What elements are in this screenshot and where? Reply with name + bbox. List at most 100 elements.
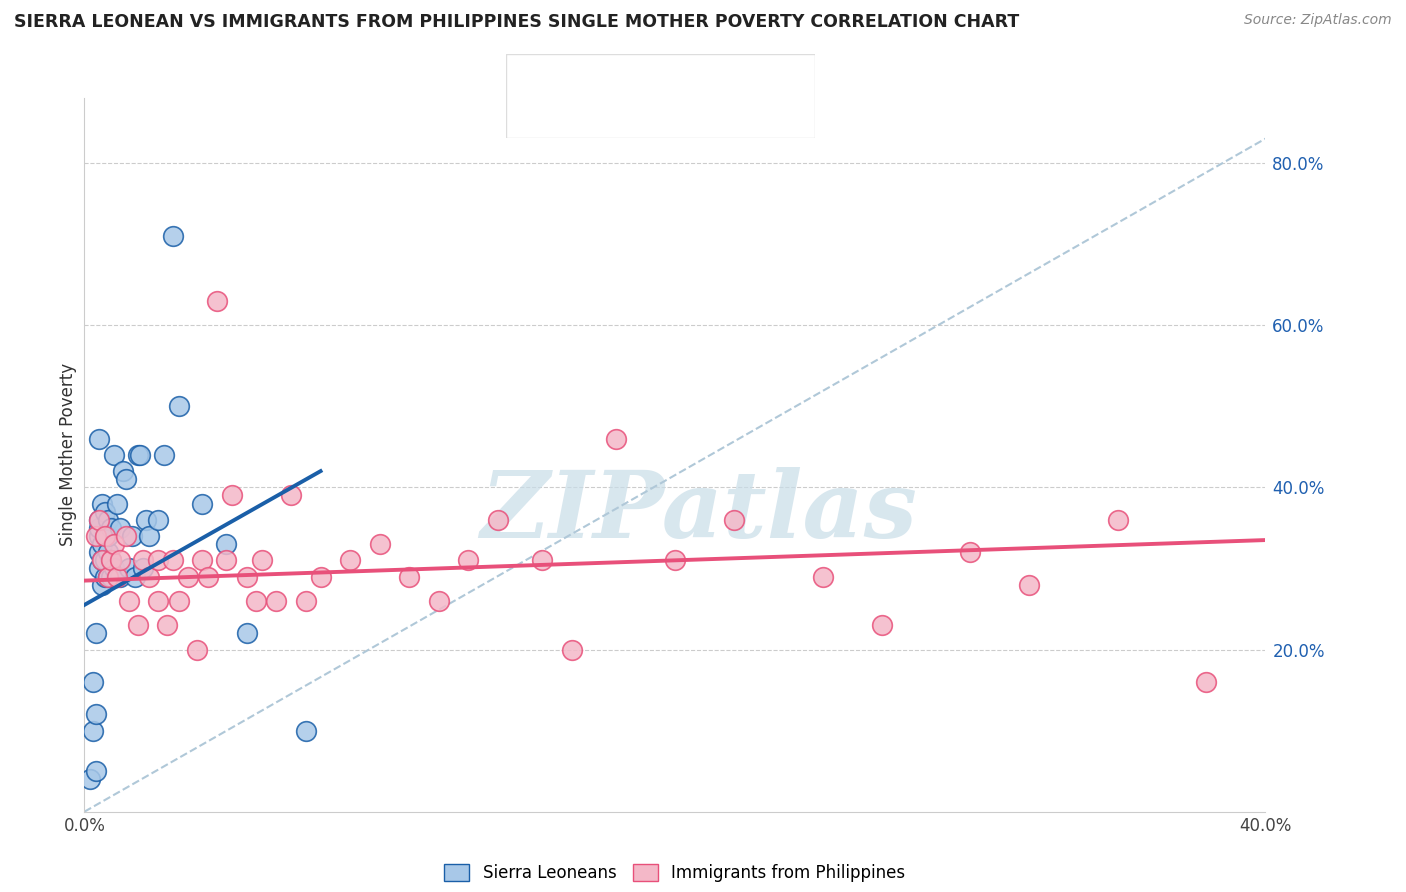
Point	[124, 569, 146, 583]
Point	[94, 569, 117, 583]
Point	[215, 537, 238, 551]
Point	[103, 561, 125, 575]
Point	[264, 594, 288, 608]
Point	[94, 505, 117, 519]
Point	[84, 764, 107, 779]
Point	[94, 529, 117, 543]
Point	[138, 569, 160, 583]
Text: R =: R =	[568, 69, 599, 87]
Point	[811, 569, 834, 583]
Text: 51: 51	[751, 69, 776, 87]
Point	[191, 553, 214, 567]
Point	[97, 569, 120, 583]
Point	[135, 513, 157, 527]
Point	[215, 553, 238, 567]
Point	[156, 618, 179, 632]
Point	[91, 553, 114, 567]
Y-axis label: Single Mother Poverty: Single Mother Poverty	[59, 363, 77, 547]
Point	[114, 472, 136, 486]
Text: 0.077: 0.077	[627, 106, 683, 124]
Point	[148, 513, 170, 527]
Point	[427, 594, 450, 608]
Point	[100, 553, 122, 567]
Point	[870, 618, 893, 632]
Point	[105, 497, 128, 511]
FancyBboxPatch shape	[516, 62, 555, 93]
Point	[245, 594, 267, 608]
Point	[89, 529, 111, 543]
Point	[108, 521, 131, 535]
Point	[111, 464, 134, 478]
Point	[1018, 577, 1040, 591]
Point	[167, 399, 190, 413]
Point	[148, 553, 170, 567]
Point	[121, 529, 143, 543]
Point	[605, 432, 627, 446]
Point	[250, 553, 273, 567]
Point	[295, 594, 318, 608]
Point	[114, 529, 136, 543]
Point	[295, 723, 318, 738]
Point	[89, 432, 111, 446]
Point	[167, 594, 190, 608]
Point	[530, 553, 553, 567]
Point	[108, 553, 131, 567]
Point	[280, 488, 302, 502]
Point	[89, 561, 111, 575]
Point	[309, 569, 332, 583]
Point	[197, 569, 219, 583]
Point	[162, 553, 184, 567]
Text: N =: N =	[697, 106, 730, 124]
FancyBboxPatch shape	[516, 100, 555, 130]
Text: N =: N =	[697, 69, 730, 87]
Point	[91, 553, 114, 567]
Point	[959, 545, 981, 559]
Point	[1195, 675, 1218, 690]
Point	[457, 553, 479, 567]
Point	[103, 537, 125, 551]
Text: R =: R =	[568, 106, 599, 124]
Point	[1107, 513, 1129, 527]
Point	[221, 488, 243, 502]
Point	[191, 497, 214, 511]
Point	[148, 594, 170, 608]
Point	[82, 675, 104, 690]
Point	[100, 569, 122, 583]
Point	[97, 529, 120, 543]
Point	[100, 521, 122, 535]
Point	[84, 707, 107, 722]
Point	[153, 448, 176, 462]
Point	[97, 569, 120, 583]
Point	[118, 594, 141, 608]
Point	[97, 513, 120, 527]
Point	[723, 513, 745, 527]
Point	[97, 545, 120, 559]
Point	[89, 513, 111, 527]
Text: ZIPatlas: ZIPatlas	[479, 467, 917, 557]
Point	[177, 569, 200, 583]
Point	[118, 561, 141, 575]
Point	[105, 569, 128, 583]
Point	[84, 626, 107, 640]
Point	[89, 513, 111, 527]
Point	[94, 553, 117, 567]
Text: 50: 50	[751, 106, 776, 124]
Point	[368, 537, 391, 551]
Point	[162, 229, 184, 244]
Point	[91, 497, 114, 511]
Point	[82, 723, 104, 738]
Point	[94, 529, 117, 543]
FancyBboxPatch shape	[506, 54, 815, 138]
Point	[127, 618, 149, 632]
Text: 0.161: 0.161	[627, 69, 683, 87]
Point	[105, 569, 128, 583]
Point	[236, 626, 259, 640]
Point	[486, 513, 509, 527]
Point	[89, 545, 111, 559]
Legend: Sierra Leoneans, Immigrants from Philippines: Sierra Leoneans, Immigrants from Philipp…	[444, 863, 905, 882]
Point	[103, 448, 125, 462]
Point	[138, 529, 160, 543]
Point	[129, 448, 152, 462]
Point	[664, 553, 686, 567]
Point	[339, 553, 361, 567]
